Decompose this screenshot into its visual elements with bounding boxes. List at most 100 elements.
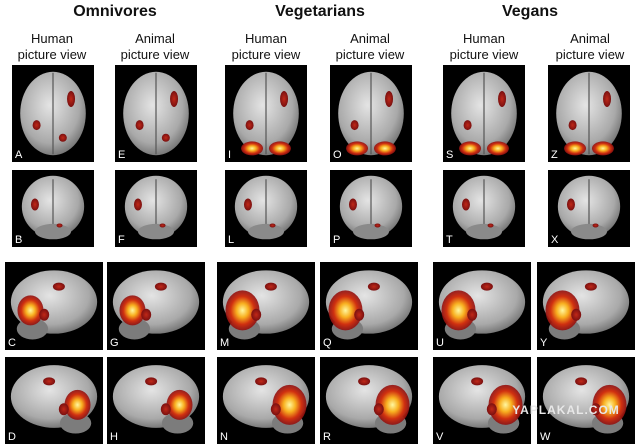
cerebellum (570, 223, 608, 240)
panel: M (217, 262, 315, 350)
activation (488, 384, 523, 425)
activation (32, 120, 41, 131)
activation (39, 308, 50, 321)
activation (375, 384, 410, 425)
cerebellum (465, 223, 503, 240)
panel: C (5, 262, 103, 350)
panel: N (217, 357, 315, 444)
activation (141, 308, 152, 321)
activation (58, 403, 69, 416)
column-label: Human (463, 31, 505, 46)
panel: B (12, 170, 94, 247)
panel: Z (548, 65, 630, 162)
activation (350, 120, 359, 131)
activation (56, 223, 63, 228)
panel: X (548, 170, 630, 247)
activation (471, 377, 484, 386)
activation (43, 377, 56, 386)
activation (373, 141, 396, 156)
activation (385, 90, 394, 107)
activation (467, 308, 478, 321)
cerebellum (247, 223, 285, 240)
panel: U (433, 262, 531, 350)
activation (571, 308, 582, 321)
activation (374, 223, 381, 228)
panel-letter: A (15, 149, 23, 161)
panel: L (225, 170, 307, 247)
panel: Q (320, 262, 418, 350)
activation (354, 308, 365, 321)
cerebellum (137, 223, 175, 240)
column-label: picture view (232, 47, 301, 62)
activation (328, 290, 363, 331)
activation (603, 90, 612, 107)
group-title: Vegetarians (275, 3, 365, 20)
activation (160, 403, 171, 416)
activation (568, 120, 577, 131)
activation (346, 141, 369, 156)
panel: H (107, 357, 205, 444)
activation (154, 282, 167, 291)
panel: O (330, 65, 412, 162)
panel-letter: C (8, 337, 16, 349)
group-title: Omnivores (73, 3, 157, 20)
column-label: picture view (336, 47, 405, 62)
activation (145, 377, 158, 386)
column-label: picture view (18, 47, 87, 62)
panel: V (433, 357, 531, 444)
activation (58, 133, 67, 142)
activation (225, 290, 260, 331)
panel-letter: H (110, 431, 118, 443)
panel-letter: Y (540, 337, 548, 349)
panel-letter: N (220, 431, 228, 443)
activation (461, 198, 470, 211)
activation (270, 403, 281, 416)
panel-letter: R (323, 431, 331, 443)
activation (264, 282, 277, 291)
panel-letter: Z (551, 149, 558, 161)
activation (487, 223, 494, 228)
panel: A (12, 65, 94, 162)
activation (135, 120, 144, 131)
activation (592, 223, 599, 228)
panel-letter: P (333, 234, 340, 246)
activation (67, 90, 76, 107)
activation (269, 223, 276, 228)
activation (486, 141, 509, 156)
activation (575, 377, 588, 386)
panel-letter: O (333, 149, 342, 161)
activation (280, 90, 289, 107)
panel-letter: Q (323, 337, 332, 349)
panel: R (320, 357, 418, 444)
activation (251, 308, 262, 321)
panel-letter: I (228, 149, 231, 161)
activation (592, 384, 627, 425)
activation (486, 403, 497, 416)
panel: S (443, 65, 525, 162)
column-label: Animal (570, 31, 610, 46)
activation (590, 403, 601, 416)
activation (591, 141, 614, 156)
activation (480, 282, 493, 291)
activation (441, 290, 476, 331)
activation (243, 198, 252, 211)
panel-letter: D (8, 431, 16, 443)
activation (545, 290, 580, 331)
activation (245, 120, 254, 131)
activation (272, 384, 307, 425)
activation (566, 198, 575, 211)
panel-letter: X (551, 234, 559, 246)
group-title: Vegans (502, 3, 558, 20)
activation (367, 282, 380, 291)
panel: W (537, 357, 635, 444)
activation (133, 198, 142, 211)
activation (459, 141, 482, 156)
cerebellum (352, 223, 390, 240)
activation (358, 377, 371, 386)
panel: G (107, 262, 205, 350)
panel-letter: F (118, 234, 125, 246)
panel-letter: M (220, 337, 229, 349)
activation (17, 295, 44, 326)
column-label: Human (31, 31, 73, 46)
